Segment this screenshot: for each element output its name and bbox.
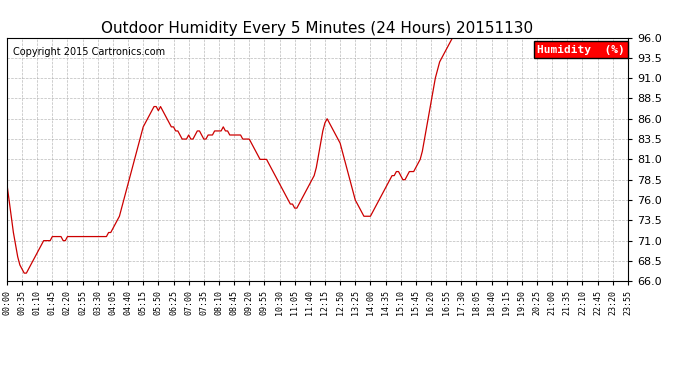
Text: Humidity  (%): Humidity (%) [537, 45, 625, 55]
Text: Copyright 2015 Cartronics.com: Copyright 2015 Cartronics.com [13, 47, 165, 57]
Title: Outdoor Humidity Every 5 Minutes (24 Hours) 20151130: Outdoor Humidity Every 5 Minutes (24 Hou… [101, 21, 533, 36]
